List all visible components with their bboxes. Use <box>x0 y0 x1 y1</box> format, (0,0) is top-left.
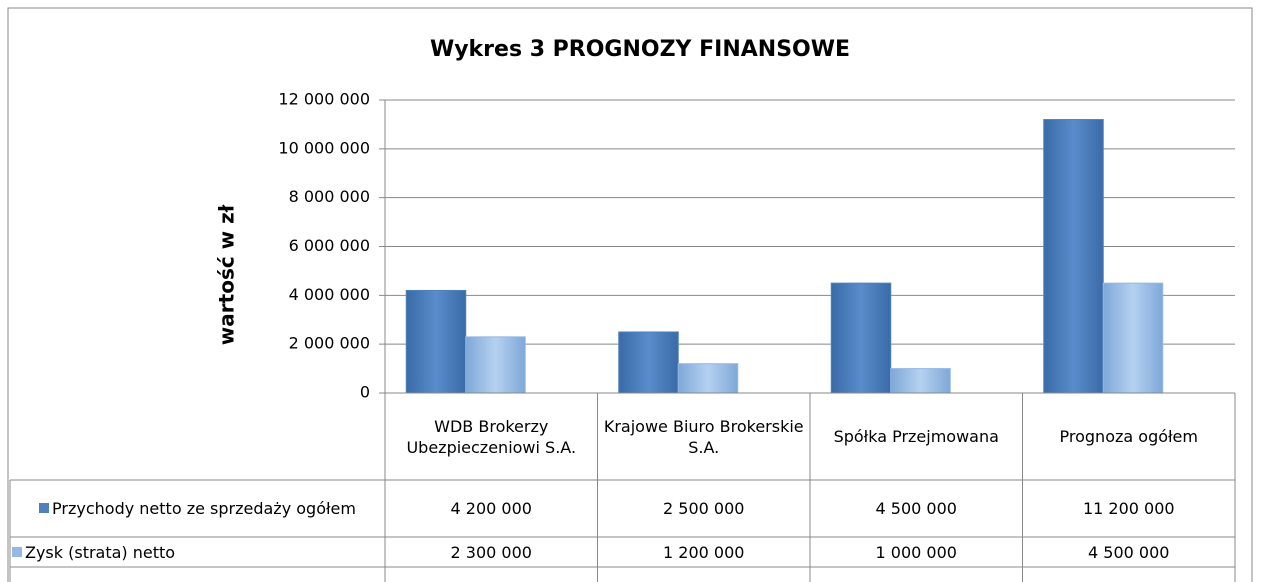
value-cell-text: 2 300 000 <box>450 542 532 562</box>
y-tick-label: 4 000 000 <box>289 285 370 304</box>
bar <box>1102 282 1164 394</box>
bar <box>830 282 892 394</box>
value-cell: 4 200 000 <box>385 480 598 537</box>
chart-title: Wykres 3 PROGNOZY FINANSOWE <box>430 37 850 62</box>
category-cell: Krajowe Biuro Brokerskie S.A. <box>598 393 811 480</box>
y-tick-label: 6 000 000 <box>289 236 370 255</box>
y-tick-label: 12 000 000 <box>278 90 370 109</box>
value-cell: 2 500 000 <box>598 480 811 537</box>
bar <box>1043 119 1104 394</box>
y-tick-label: 8 000 000 <box>289 187 370 206</box>
value-cell-text: 11 200 000 <box>1082 499 1175 518</box>
legend-cell: Przychody netto ze sprzedaży ogółem <box>10 480 385 537</box>
chart-border <box>7 7 1253 582</box>
category-cell: WDB Brokerzy Ubezpieczeniowi S.A. <box>385 393 598 480</box>
legend-entry: Zysk (strata) netto <box>12 542 175 563</box>
value-cell-text: 2 500 000 <box>663 499 745 518</box>
bar <box>890 368 951 394</box>
category-cell-text: WDB Brokerzy Ubezpieczeniowi S.A. <box>406 416 577 457</box>
bar <box>405 289 467 394</box>
category-cell-text: Spółka Przejmowana <box>833 427 999 446</box>
value-cell: 4 500 000 <box>810 480 1023 537</box>
category-cell: Spółka Przejmowana <box>810 393 1023 480</box>
value-cell-text: 1 200 000 <box>663 542 745 562</box>
value-cell: 1 000 000 <box>810 537 1023 567</box>
value-cell-text: 1 000 000 <box>875 542 957 562</box>
value-cell: 2 300 000 <box>385 537 598 567</box>
legend-cell: Zysk (strata) netto <box>10 537 385 567</box>
category-cell-text: Prognoza ogółem <box>1059 427 1198 446</box>
value-cell: 4 500 000 <box>1023 537 1236 567</box>
bar <box>465 336 526 394</box>
value-cell-text: 4 200 000 <box>450 499 532 518</box>
legend-text: Zysk (strata) netto <box>25 542 176 562</box>
value-cell: 1 200 000 <box>598 537 811 567</box>
legend-text: Przychody netto ze sprzedaży ogółem <box>52 499 356 518</box>
value-cell: 11 200 000 <box>1023 480 1236 537</box>
y-tick-label: 2 000 000 <box>289 334 370 353</box>
y-tick-label: 10 000 000 <box>278 138 370 157</box>
value-cell-text: 4 500 000 <box>1088 542 1170 562</box>
category-cell-text: Krajowe Biuro Brokerskie S.A. <box>603 416 804 457</box>
bar <box>677 363 739 394</box>
value-cell-text: 4 500 000 <box>875 499 957 518</box>
bar <box>618 331 679 394</box>
y-tick-label: 0 <box>360 383 370 402</box>
legend-entry: Przychody netto ze sprzedaży ogółem <box>39 498 356 519</box>
legend-key <box>39 503 50 513</box>
category-cell: Prognoza ogółem <box>1023 393 1236 480</box>
y-axis-label: wartość w zł <box>215 204 239 345</box>
legend-key <box>12 546 22 557</box>
